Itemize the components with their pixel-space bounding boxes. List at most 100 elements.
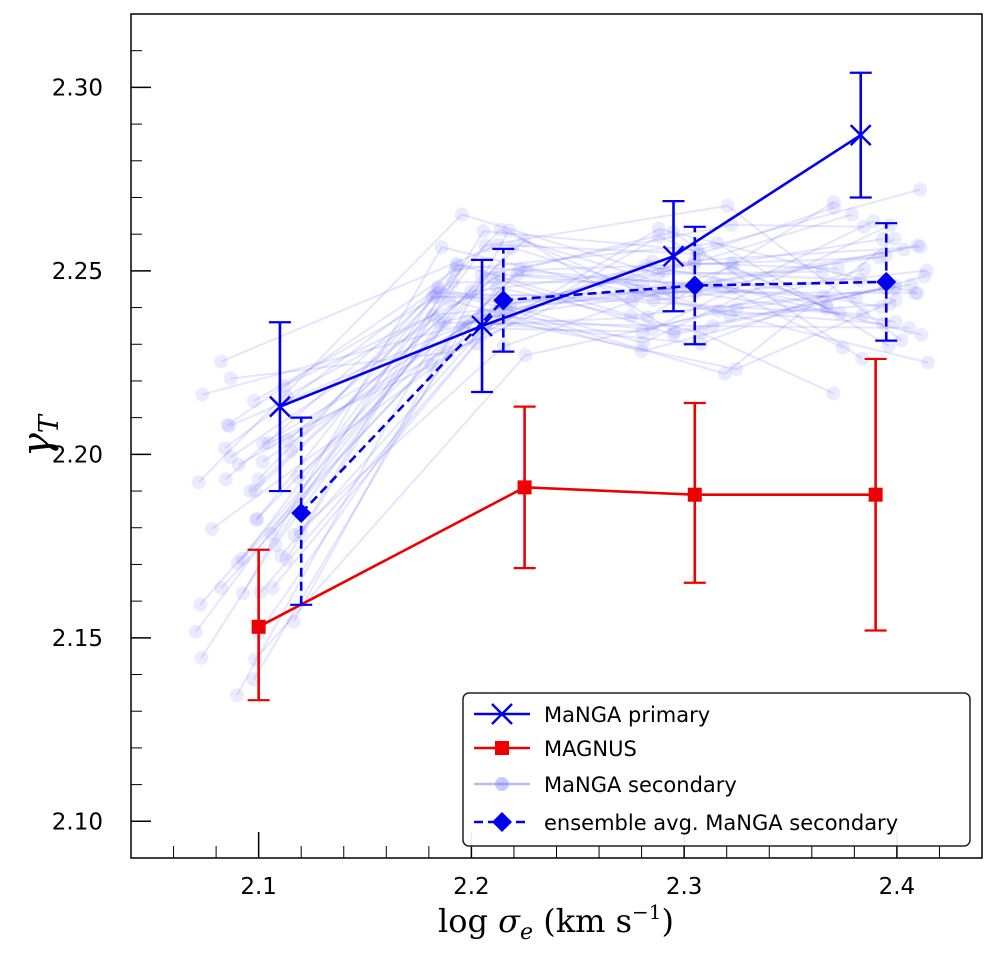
secondary-point (674, 281, 689, 296)
secondary-point (831, 261, 846, 276)
magnus-line (258, 486, 876, 628)
secondary-point (425, 290, 440, 305)
secondary-point (279, 389, 294, 404)
secondary-track-line (226, 242, 890, 426)
secondary-point (888, 292, 903, 307)
x-axis-label: log σe (km s−1) (438, 900, 674, 945)
x-tick-label: 2.1 (240, 874, 277, 900)
secondary-point (913, 182, 928, 197)
secondary-point (218, 472, 233, 487)
secondary-track-line (259, 254, 886, 593)
secondary-point (644, 322, 659, 337)
legend-entry-manga-secondary (474, 777, 530, 791)
secondary-point (517, 233, 532, 248)
secondary-point (492, 267, 507, 282)
y-axis-label: γT (14, 413, 65, 457)
secondary-point (657, 264, 672, 279)
secondary-point (268, 538, 283, 553)
secondary-point (286, 614, 301, 629)
secondary-point (710, 236, 725, 251)
secondary-point (816, 289, 831, 304)
secondary-point (711, 303, 726, 318)
secondary-track-line (241, 213, 853, 560)
secondary-point (194, 650, 209, 665)
secondary-point (908, 286, 923, 301)
secondary-point (910, 238, 925, 253)
secondary-track-line (262, 220, 874, 463)
secondary-point (505, 240, 520, 255)
secondary-point (725, 259, 740, 274)
secondary-point (661, 281, 676, 296)
secondary-point (432, 282, 447, 297)
secondary-point (624, 308, 639, 323)
secondary-point (826, 195, 841, 210)
secondary-track-line (236, 245, 921, 696)
secondary-point (510, 267, 525, 282)
secondary-point (874, 299, 889, 314)
secondary-track-line (238, 284, 844, 466)
x-tick-label: 2.4 (879, 874, 916, 900)
secondary-point (253, 585, 268, 600)
legend-label-manga-primary: MaNGA primary (544, 703, 710, 727)
secondary-point (250, 512, 265, 527)
y-tick-label: 2.30 (52, 75, 103, 101)
legend-marker (495, 741, 509, 755)
secondary-track-line (293, 265, 828, 536)
legend-marker (491, 703, 513, 725)
secondary-track-line (242, 246, 890, 594)
ensemble-avg-point (493, 290, 514, 311)
secondary-point (231, 457, 246, 472)
secondary-point (235, 586, 250, 601)
secondary-point (290, 469, 305, 484)
secondary-track-line (255, 276, 886, 521)
secondary-point (512, 262, 527, 277)
secondary-point (635, 324, 650, 339)
ensemble-avg-line (300, 280, 887, 514)
secondary-point (729, 362, 744, 377)
secondary-track-line (230, 264, 882, 380)
secondary-track-line (220, 206, 835, 363)
magnus-point (517, 480, 532, 495)
secondary-track-line (254, 239, 857, 492)
ensemble-avg-point (684, 275, 705, 296)
secondary-point (248, 512, 263, 527)
secondary-point (283, 443, 298, 458)
secondary-track-line (274, 321, 910, 546)
secondary-point (489, 280, 504, 295)
magnus-point (687, 487, 702, 502)
secondary-point (469, 336, 484, 351)
secondary-point (720, 198, 735, 213)
secondary-point (717, 366, 732, 381)
manga-primary-line (279, 134, 862, 408)
secondary-point (894, 333, 909, 348)
secondary-point (913, 239, 928, 254)
secondary-point (223, 371, 238, 386)
secondary-point (485, 270, 500, 285)
secondary-track-line (257, 228, 929, 481)
secondary-point (279, 552, 294, 567)
secondary-point (919, 263, 934, 278)
secondary-point (450, 258, 465, 273)
secondary-point (826, 386, 841, 401)
secondary-track-line (200, 269, 927, 659)
secondary-point (222, 419, 237, 434)
secondary-point (217, 441, 232, 456)
secondary-point (705, 319, 720, 334)
secondary-point (248, 483, 263, 498)
secondary-point (287, 527, 302, 542)
secondary-point (501, 223, 516, 238)
secondary-point (904, 277, 919, 292)
secondary-point (223, 450, 238, 465)
secondary-track-line (290, 262, 895, 452)
secondary-point (424, 358, 439, 373)
secondary-track-line (211, 299, 897, 530)
legend-marker (495, 777, 509, 791)
secondary-track-line (224, 224, 891, 449)
secondary-point (459, 313, 474, 328)
secondary-point (454, 207, 469, 222)
secondary-point (246, 672, 261, 687)
secondary-point (432, 315, 447, 330)
secondary-point (429, 289, 444, 304)
secondary-point (634, 344, 649, 359)
